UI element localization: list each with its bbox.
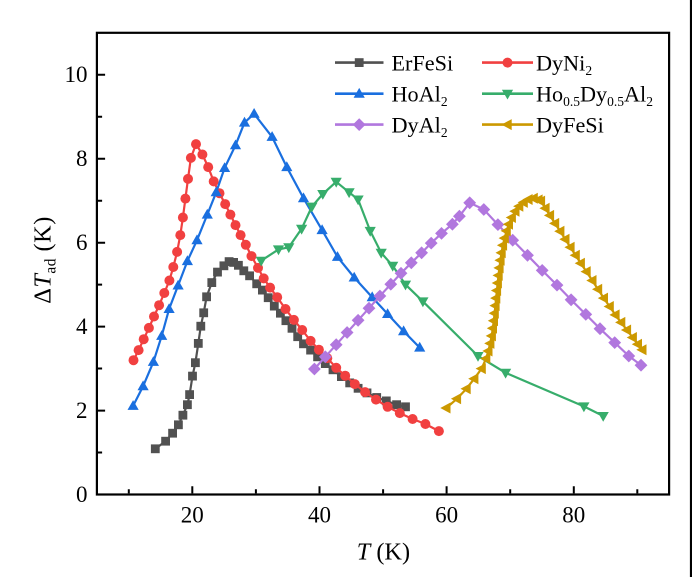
svg-text:ErFeSi: ErFeSi <box>392 50 454 75</box>
svg-text:6: 6 <box>76 230 88 255</box>
svg-text:T (K): T (K) <box>357 539 410 566</box>
svg-text:HoAl2: HoAl2 <box>392 81 448 109</box>
svg-text:0: 0 <box>76 482 88 507</box>
svg-text:60: 60 <box>435 502 458 527</box>
svg-text:8: 8 <box>76 146 88 171</box>
svg-text:DyNi2: DyNi2 <box>536 50 592 78</box>
svg-text:10: 10 <box>65 62 88 87</box>
svg-text:2: 2 <box>76 398 88 423</box>
svg-text:80: 80 <box>562 502 585 527</box>
svg-text:DyFeSi: DyFeSi <box>536 112 604 137</box>
svg-text:40: 40 <box>308 502 331 527</box>
svg-text:Ho0.5Dy0.5Al2: Ho0.5Dy0.5Al2 <box>536 81 653 109</box>
svg-text:20: 20 <box>181 502 204 527</box>
svg-text:4: 4 <box>76 314 88 339</box>
svg-text:DyAl2: DyAl2 <box>392 112 448 140</box>
